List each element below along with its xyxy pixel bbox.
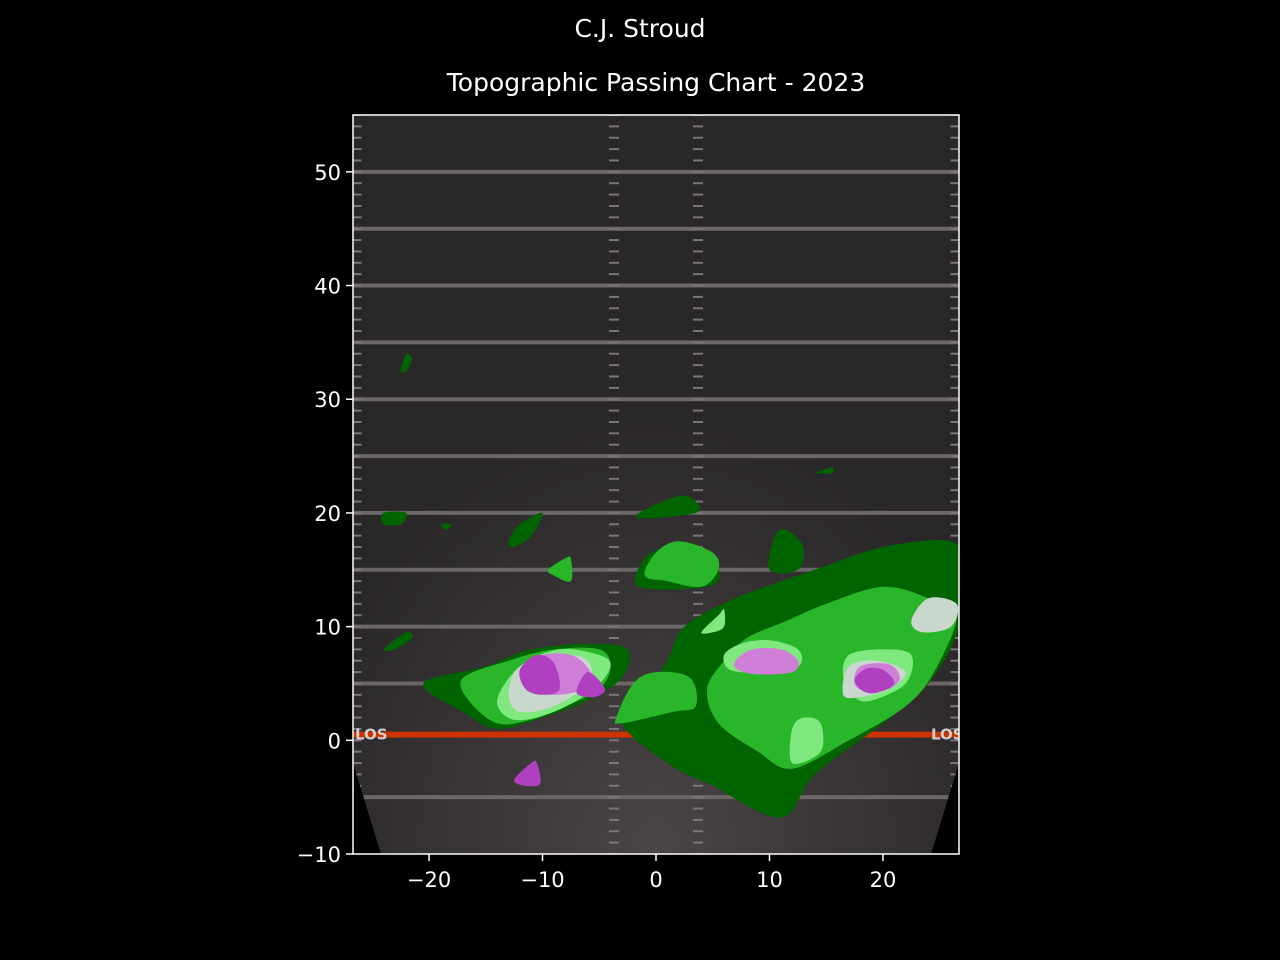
density-region-level-2	[644, 541, 720, 588]
density-region-level-1	[508, 512, 543, 548]
density-region-level-1	[440, 523, 452, 530]
y-tick-label: 50	[314, 161, 341, 185]
density-region-level-1	[400, 353, 412, 373]
field-corner-right	[931, 763, 959, 854]
y-tick-label: −10	[297, 843, 341, 867]
y-tick-label: 30	[314, 388, 341, 412]
x-tick-label: 20	[870, 868, 897, 892]
chart-supertitle: C.J. Stroud	[574, 14, 706, 43]
density-region-level-4	[911, 597, 959, 633]
density-region-level-6	[519, 654, 561, 695]
density-region-level-6	[576, 672, 605, 698]
plot-area: LOS LOS	[353, 115, 964, 854]
density-region-level-3	[701, 609, 726, 634]
density-region-level-2	[706, 586, 957, 769]
density-region-level-3	[789, 717, 824, 764]
density-region-level-1	[768, 529, 805, 574]
y-tick-label: 40	[314, 275, 341, 299]
density-region-level-2	[614, 671, 698, 724]
field-corner-left	[353, 763, 381, 854]
y-tick-label: 0	[328, 729, 341, 753]
y-tick-label: 20	[314, 502, 341, 526]
los-label-right: LOS	[931, 726, 964, 744]
axes: −20 −10 0 10 20 −10 0 10 20 30 40 50	[297, 161, 897, 892]
density-region-level-1	[381, 511, 408, 526]
x-tick-label: −20	[407, 868, 451, 892]
x-tick-label: 0	[649, 868, 662, 892]
density-region-level-2	[547, 556, 573, 582]
density-region-level-6	[854, 667, 895, 694]
density-contours	[381, 353, 959, 818]
x-tick-label: 10	[756, 868, 783, 892]
density-region-level-5	[734, 647, 799, 675]
los-label-left: LOS	[355, 726, 388, 744]
chart-title: Topographic Passing Chart - 2023	[446, 68, 866, 97]
x-tick-label: −10	[520, 868, 564, 892]
density-region-level-1	[812, 467, 834, 474]
y-tick-label: 10	[314, 616, 341, 640]
density-region-level-6	[514, 760, 541, 787]
density-region-level-1	[383, 631, 413, 652]
density-region-level-1	[635, 495, 701, 519]
